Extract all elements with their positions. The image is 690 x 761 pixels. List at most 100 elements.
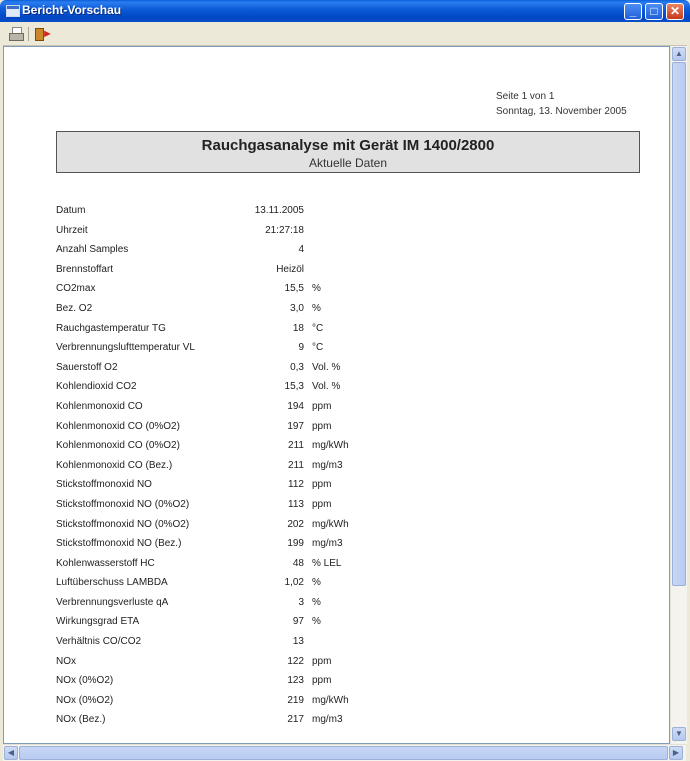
row-value: 112 xyxy=(288,479,304,491)
row-label: NOx xyxy=(56,655,76,667)
scroll-down-button[interactable]: ▼ xyxy=(672,727,686,741)
row-unit: mg/kWh xyxy=(312,694,349,706)
row-value: 15,3 xyxy=(284,381,304,393)
data-row: NOx (0%O2) 123 ppm xyxy=(56,671,456,691)
row-value: 211 xyxy=(288,440,304,452)
row-value: 199 xyxy=(287,538,304,550)
row-label: Kohlenmonoxid CO (0%O2) xyxy=(56,440,180,452)
row-label: Verbrennungslufttemperatur VL xyxy=(56,342,195,354)
maximize-button[interactable]: □ xyxy=(645,3,663,20)
exit-button[interactable]: ► xyxy=(34,26,53,42)
row-value: 0,3 xyxy=(290,361,304,373)
row-unit: ppm xyxy=(312,420,332,432)
row-unit: % xyxy=(312,302,321,314)
row-value: 211 xyxy=(288,459,304,471)
data-row: Kohlenmonoxid CO (0%O2) 197 ppm xyxy=(56,417,456,437)
vertical-scrollbar[interactable]: ▲ ▼ xyxy=(670,46,687,744)
data-row: Verbrennungslufttemperatur VL 9 °C xyxy=(56,338,456,358)
close-button[interactable]: ✕ xyxy=(666,3,684,20)
data-row: Luftüberschuss LAMBDA 1,02% xyxy=(56,573,456,593)
row-label: NOx (0%O2) xyxy=(56,694,114,706)
scroll-up-button[interactable]: ▲ xyxy=(672,47,686,61)
data-row: Brennstoffart Heizöl xyxy=(56,260,456,280)
row-value: 217 xyxy=(287,714,304,726)
report-viewport[interactable]: Seite 1 von 1 Sonntag, 13. November 2005… xyxy=(3,46,670,744)
row-label: Kohlenmonoxid CO (Bez.) xyxy=(56,459,173,471)
toolbar-separator xyxy=(28,27,29,41)
row-value: 3,0 xyxy=(290,302,304,314)
row-value: 13.11.2005 xyxy=(254,205,304,216)
data-row: Uhrzeit 21:27:18 xyxy=(56,221,456,241)
data-row: Kohlenmonoxid CO (Bez.) 211 mg/m3 xyxy=(56,456,456,476)
page-info: Seite 1 von 1 Sonntag, 13. November 2005 xyxy=(496,89,627,119)
row-label: Kohlenmonoxid CO xyxy=(56,400,143,412)
data-row: Rauchgastemperatur TG 18 °C xyxy=(56,319,456,339)
data-row: Kohlenmonoxid CO (0%O2) 211 mg/kWh xyxy=(56,436,456,456)
data-row: Sauerstoff O2 0,3 Vol. % xyxy=(56,358,456,378)
report-header-box: Rauchgasanalyse mit Gerät IM 1400/2800 A… xyxy=(56,131,640,173)
toolbar: ► xyxy=(3,23,687,46)
report-subtitle: Aktuelle Daten xyxy=(308,156,388,170)
row-label: Stickstoffmonoxid NO (0%O2) xyxy=(56,518,190,530)
row-unit: mg/m3 xyxy=(312,459,343,471)
row-label: Stickstoffmonoxid NO xyxy=(56,479,152,491)
row-value: 122 xyxy=(287,655,304,667)
row-value: 21:27:18 xyxy=(265,224,304,236)
data-row: Verbrennungsverluste qA 3% xyxy=(56,593,456,613)
report-title: Rauchgasanalyse mit Gerät IM 1400/2800 xyxy=(201,137,495,154)
row-label: Bez. O2 xyxy=(56,302,93,314)
scroll-right-button[interactable]: ▶ xyxy=(669,746,683,760)
title-bar[interactable]: Bericht-Vorschau _ □ ✕ xyxy=(0,0,690,22)
row-unit: % xyxy=(312,596,321,608)
data-row: Bez. O2 3,0% xyxy=(56,299,456,319)
row-value: 202 xyxy=(287,518,304,530)
row-value: 1,02 xyxy=(284,577,304,589)
data-row: Kohlenwasserstoff HC 48 % LEL xyxy=(56,554,456,574)
data-row: NOx 122 ppm xyxy=(56,652,456,672)
row-value: 15,5 xyxy=(284,283,304,295)
row-unit: mg/kWh xyxy=(312,518,349,530)
row-value: 97 xyxy=(292,616,304,628)
row-value: 113 xyxy=(288,498,304,510)
row-label: Datum xyxy=(56,205,86,216)
vertical-scroll-thumb[interactable] xyxy=(672,62,686,586)
row-label: Sauerstoff O2 xyxy=(56,361,118,373)
row-value: 48 xyxy=(292,557,304,569)
row-label: Luftüberschuss LAMBDA xyxy=(56,577,168,589)
minimize-button[interactable]: _ xyxy=(624,3,642,20)
data-row: Kohlenmonoxid CO 194 ppm xyxy=(56,397,456,417)
row-unit: % LEL xyxy=(312,557,342,569)
row-label: CO2max xyxy=(56,283,96,295)
row-value: 13 xyxy=(292,636,304,648)
print-button[interactable] xyxy=(8,26,24,42)
horizontal-scrollbar[interactable]: ◀ ▶ xyxy=(3,744,686,761)
row-label: Kohlendioxid CO2 xyxy=(56,381,137,393)
data-row: Anzahl Samples 4 xyxy=(56,240,456,260)
scroll-left-button[interactable]: ◀ xyxy=(4,746,18,760)
row-label: Verhältnis CO/CO2 xyxy=(56,636,142,648)
row-unit: mg/m3 xyxy=(312,538,343,550)
data-row: NOx (0%O2) 219 mg/kWh xyxy=(56,691,456,711)
data-row: Stickstoffmonoxid NO (0%O2) 113 ppm xyxy=(56,495,456,515)
row-value: Heizöl xyxy=(276,263,304,275)
horizontal-scroll-thumb[interactable] xyxy=(19,746,668,760)
data-row: Wirkungsgrad ETA 97% xyxy=(56,612,456,632)
data-row: Stickstoffmonoxid NO (Bez.) 199 mg/m3 xyxy=(56,534,456,554)
data-row: Stickstoffmonoxid NO (0%O2) 202 mg/kWh xyxy=(56,515,456,535)
row-value: 219 xyxy=(287,694,304,706)
row-unit: mg/m3 xyxy=(312,714,343,726)
row-label: Kohlenmonoxid CO (0%O2) xyxy=(56,420,180,432)
row-value: 194 xyxy=(287,400,304,412)
row-label: Kohlenwasserstoff HC xyxy=(56,557,155,569)
row-unit: Vol. % xyxy=(312,361,341,373)
row-label: Verbrennungsverluste qA xyxy=(56,596,169,608)
row-label: Rauchgastemperatur TG xyxy=(56,322,166,334)
data-row: Kohlendioxid CO2 15,3 Vol. % xyxy=(56,377,456,397)
row-value: 9 xyxy=(298,342,304,354)
window-icon xyxy=(6,5,20,17)
row-unit: % xyxy=(312,283,321,295)
row-label: Wirkungsgrad ETA xyxy=(56,616,140,628)
row-unit: °C xyxy=(312,322,324,334)
row-label: Uhrzeit xyxy=(56,224,88,236)
